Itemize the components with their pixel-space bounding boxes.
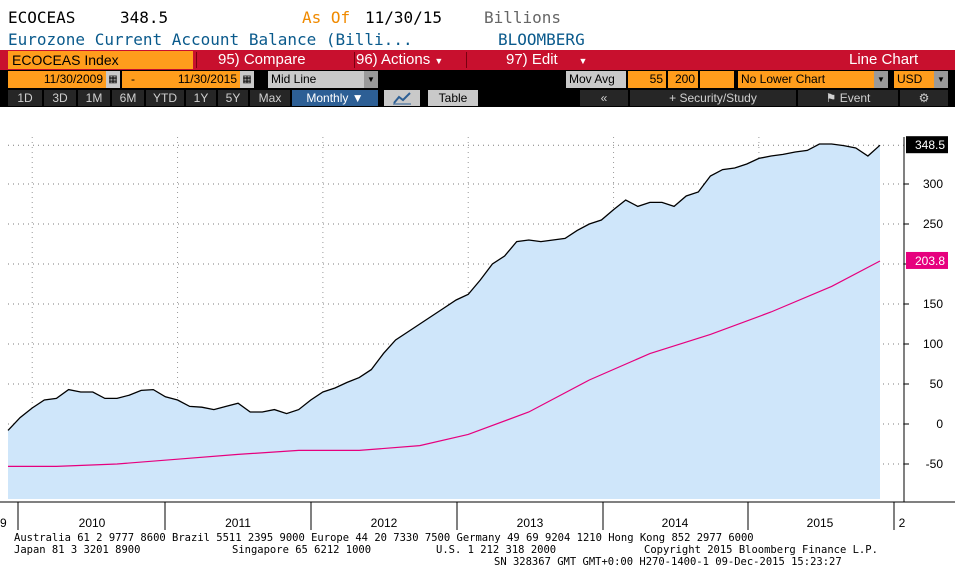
line-chart-icon[interactable] — [384, 90, 420, 106]
function-menu-bar: ECOCEAS Index 95) Compare 96) Actions ▼ … — [0, 50, 955, 70]
calendar-icon[interactable]: ▦ — [106, 71, 120, 88]
x-tick-label: 9 — [0, 516, 7, 530]
series-layer — [7, 143, 881, 499]
lower-chart-select[interactable]: No Lower Chart — [738, 71, 874, 88]
mov-avg-200-input[interactable]: 200 — [668, 71, 698, 88]
as-of-date: 11/30/15 — [365, 8, 443, 27]
menu-divider — [466, 52, 467, 68]
range-6m-button[interactable]: 6M — [112, 90, 144, 106]
footer-us: U.S. 1 212 318 2000 — [436, 544, 557, 556]
security-description: Eurozone Current Account Balance (Billi.… — [8, 30, 413, 49]
end-date-input[interactable]: 11/30/2015 — [144, 71, 240, 88]
footer-singapore: Singapore 65 6212 1000 — [232, 544, 372, 556]
start-date-input[interactable]: 11/30/2009 — [8, 71, 106, 88]
y-tick-label: 100 — [923, 337, 943, 351]
footer-contacts: Australia 61 2 9777 8600 Brazil 5511 239… — [0, 530, 955, 575]
range-toolbar: 1D 3D 1M 6M YTD 1Y 5Y Max Monthly ▼ Tabl… — [0, 89, 955, 107]
range-1m-button[interactable]: 1M — [78, 90, 110, 106]
ma-value-label: 203.8 — [915, 254, 945, 268]
mid-line-select[interactable]: Mid Line — [268, 71, 364, 88]
range-5y-button[interactable]: 5Y — [218, 90, 248, 106]
date-separator: - — [122, 71, 144, 88]
plus-icon: + — [669, 91, 680, 105]
y-tick-label: -50 — [926, 457, 944, 471]
compare-button[interactable]: 95) Compare — [218, 51, 306, 68]
x-axis: 9 2010 2011 2012 2013 2014 2015 2 — [0, 501, 955, 530]
actions-button[interactable]: 96) Actions ▼ — [356, 50, 443, 70]
frequency-select[interactable]: Monthly ▼ — [292, 90, 378, 106]
security-study-button[interactable]: + Security/Study — [630, 90, 796, 106]
x-tick-label: 2015 — [807, 516, 834, 530]
chevron-down-icon: ▼ — [578, 56, 588, 66]
footer-japan: Japan 81 3 3201 8900 — [14, 544, 141, 556]
event-button[interactable]: ⚑ Event — [798, 90, 898, 106]
y-tick-label: 50 — [930, 377, 944, 391]
series-line-ecoceas — [7, 143, 881, 431]
range-3d-button[interactable]: 3D — [44, 90, 76, 106]
line-chart-glyph — [393, 92, 411, 105]
flag-icon: ⚑ — [825, 91, 840, 105]
footer-line-1: Australia 61 2 9777 8600 Brazil 5511 239… — [14, 532, 754, 544]
back-button[interactable]: « — [580, 90, 628, 106]
menu-divider — [354, 52, 355, 68]
y-tick-label: 0 — [936, 417, 943, 431]
y-tick-label: 250 — [923, 217, 943, 231]
ticker-symbol: ECOCEAS — [8, 8, 76, 27]
y-tick-label: 150 — [923, 297, 943, 311]
x-tick-label: 2 — [899, 516, 906, 530]
last-value: 348.5 — [120, 8, 169, 27]
security-study-label: Security/Study — [679, 91, 757, 105]
chevron-down-icon[interactable]: ▼ — [934, 71, 948, 88]
actions-label: 96) Actions — [356, 51, 431, 68]
source-label: BLOOMBERG — [498, 30, 585, 49]
x-tick-label: 2014 — [662, 516, 689, 530]
table-button[interactable]: Table — [428, 90, 478, 106]
chevron-down-icon[interactable]: ▼ — [364, 71, 378, 88]
menu-divider — [196, 52, 197, 68]
currency-select[interactable]: USD — [894, 71, 934, 88]
security-header: ECOCEAS 348.5 As Of 11/30/15 Billions Eu… — [0, 0, 955, 50]
as-of-label: As Of — [302, 8, 351, 27]
settings-button[interactable]: ⚙ — [900, 90, 948, 106]
range-1y-button[interactable]: 1Y — [186, 90, 216, 106]
chart-controls-bar: 11/30/2009 ▦ - 11/30/2015 ▦ Mid Line ▼ M… — [0, 70, 955, 89]
x-tick-label: 2012 — [371, 516, 398, 530]
mov-avg-55-input[interactable]: 55 — [628, 71, 666, 88]
chevron-down-icon[interactable]: ▼ — [874, 71, 888, 88]
units-label: Billions — [484, 8, 562, 27]
footer-serial: SN 328367 GMT GMT+0:00 H270-1400-1 09-De… — [494, 556, 842, 568]
x-tick-label: 2010 — [79, 516, 106, 530]
range-1d-button[interactable]: 1D — [8, 90, 42, 106]
calendar-icon[interactable]: ▦ — [240, 71, 254, 88]
mov-avg-label: Mov Avg — [566, 71, 626, 88]
chart-type-label[interactable]: Line Chart — [849, 51, 919, 68]
ma-value-badge — [906, 251, 948, 269]
last-value-label: 348.5 — [915, 138, 945, 152]
area-fill-ecoceas — [8, 144, 880, 499]
mov-avg-3-input[interactable] — [700, 71, 734, 88]
x-tick-label: 2013 — [517, 516, 544, 530]
range-ytd-button[interactable]: YTD — [146, 90, 184, 106]
security-field[interactable]: ECOCEAS Index — [8, 51, 193, 69]
edit-label: 97) Edit — [506, 51, 558, 68]
series-line-mov-avg — [8, 260, 881, 467]
last-value-badge — [906, 136, 948, 154]
y-tick-label: 300 — [923, 177, 943, 191]
range-max-button[interactable]: Max — [250, 90, 290, 106]
footer-copyright: Copyright 2015 Bloomberg Finance L.P. — [644, 544, 878, 556]
x-tick-label: 2011 — [225, 516, 251, 530]
event-label: Event — [839, 91, 871, 105]
chevron-down-icon: ▼ — [434, 56, 444, 66]
edit-button[interactable]: 97) Edit ▼ — [506, 50, 587, 70]
gear-icon: ⚙ — [918, 91, 930, 105]
